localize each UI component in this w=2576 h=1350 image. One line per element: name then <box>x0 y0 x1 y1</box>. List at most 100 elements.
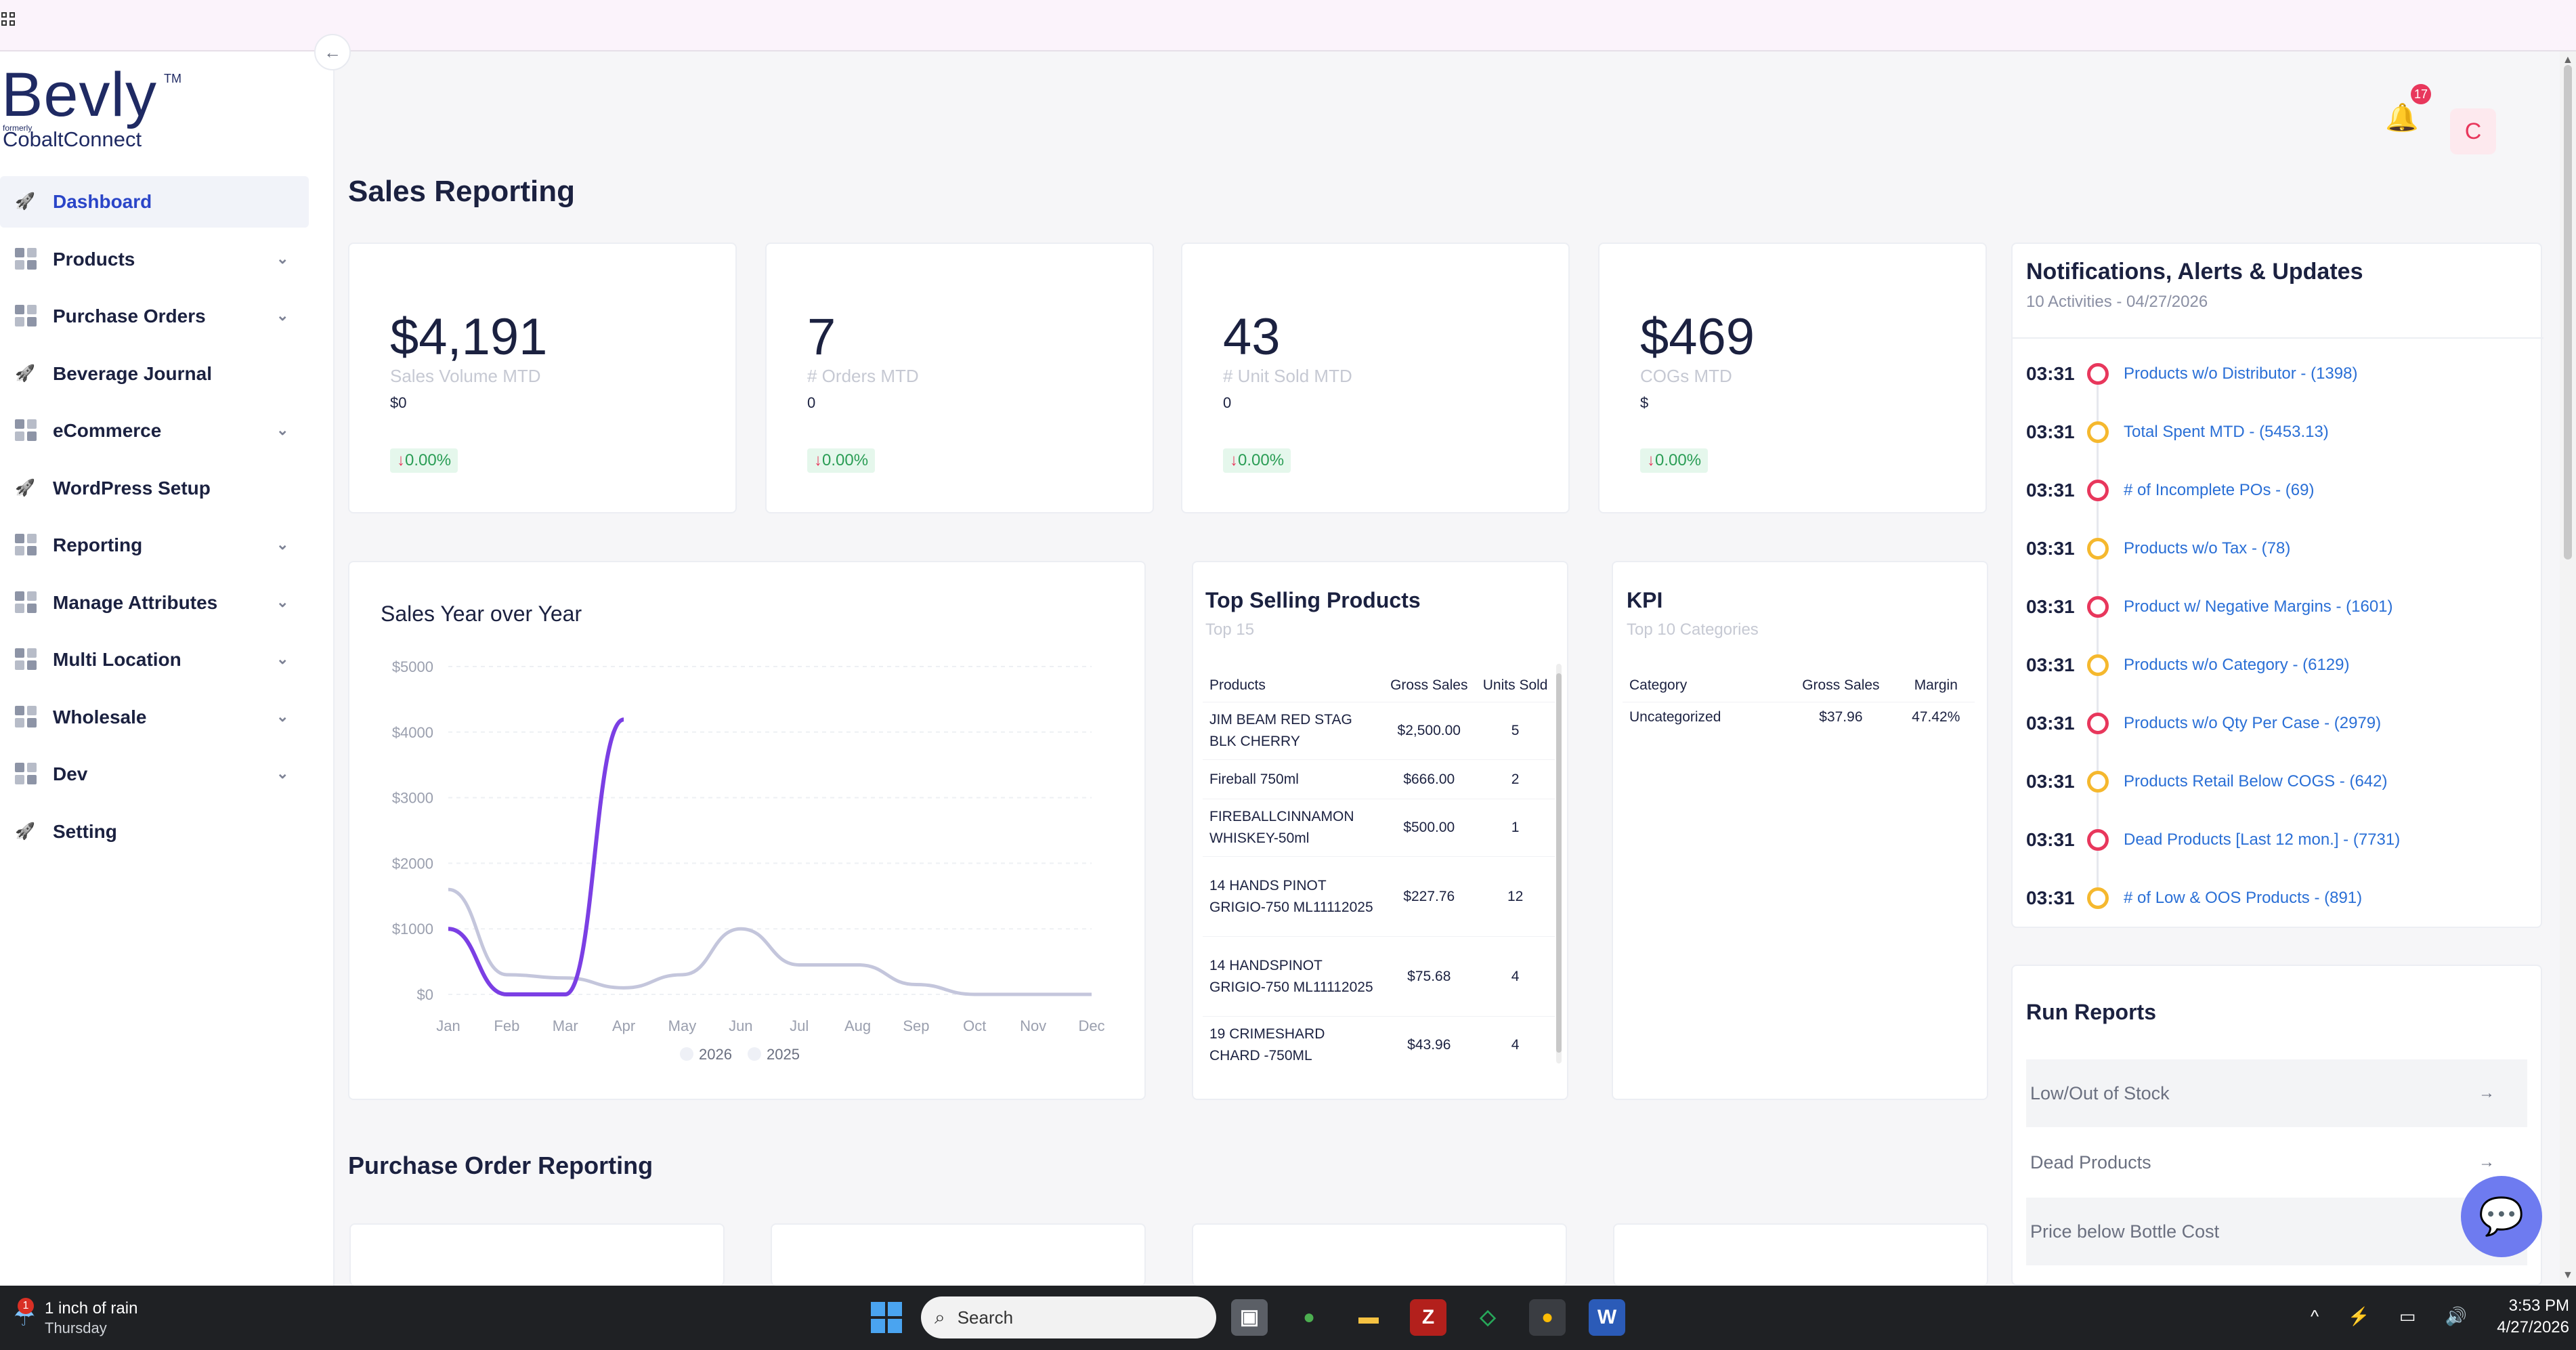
chevron-down-icon: ⌄ <box>276 707 289 725</box>
sidebar-item-purchase-orders[interactable]: Purchase Orders ⌄ <box>0 291 335 342</box>
filezilla-icon[interactable]: Z <box>1410 1299 1446 1336</box>
notification-time: 03:31 <box>2026 480 2075 501</box>
weather-badge: 1 <box>18 1298 34 1314</box>
x-tick-label: Jul <box>790 1017 809 1034</box>
product-gross: $2,500.00 <box>1382 702 1476 760</box>
sidebar-item-manage-attributes[interactable]: Manage Attributes ⌄ <box>0 577 335 629</box>
sidebar-item-setting[interactable]: 🚀 Setting <box>0 806 335 858</box>
notification-link[interactable]: Dead Products [Last 12 mon.] - (7731) <box>2124 830 2401 849</box>
sidebar-item-multi-location[interactable]: Multi Location ⌄ <box>0 634 335 685</box>
notification-item[interactable]: 03:31 Total Spent MTD - (5453.13) <box>2026 412 2329 452</box>
sidebar-item-dashboard[interactable]: 🚀 Dashboard <box>0 176 309 228</box>
notifications-bell-icon[interactable]: 🔔 <box>2385 103 2419 133</box>
legend-label[interactable]: 2025 <box>767 1046 800 1063</box>
chevron-down-icon: ⌄ <box>276 765 289 782</box>
stat-card: 43 # Unit Sold MTD 0 ↓0.00% <box>1181 242 1570 513</box>
chrome-beta-icon[interactable]: ● <box>1302 1306 1316 1328</box>
task-view-icon[interactable]: ▣ <box>1231 1299 1268 1336</box>
arrow-right-icon[interactable]: → <box>2478 1084 2495 1102</box>
notification-link[interactable]: Products w/o Distributor - (1398) <box>2124 364 2358 383</box>
system-tray[interactable]: ^ ⚡ ▭ 🔊 <box>2311 1306 2480 1326</box>
sync-app-icon[interactable]: ◇ <box>1480 1306 1496 1328</box>
chevron-down-icon: ⌄ <box>276 650 289 667</box>
notification-item[interactable]: 03:31 Dead Products [Last 12 mon.] - (77… <box>2026 820 2400 860</box>
weather-text: 1 inch of rain <box>45 1299 138 1317</box>
notification-link[interactable]: Product w/ Negative Margins - (1601) <box>2124 597 2393 616</box>
sidebar-item-ecommerce[interactable]: eCommerce ⌄ <box>0 405 335 457</box>
x-tick-label: Mar <box>553 1017 578 1034</box>
notification-link[interactable]: Products w/o Category - (6129) <box>2124 656 2350 674</box>
rocket-icon: 🚀 <box>15 364 35 383</box>
report-link[interactable]: Low/Out of Stock → <box>2026 1059 2527 1127</box>
table-row[interactable]: Uncategorized $37.96 47.42% <box>1623 702 1975 732</box>
sidebar-item-beverage-journal[interactable]: 🚀 Beverage Journal <box>0 348 335 400</box>
report-link[interactable]: Dead Products → <box>2026 1128 2527 1196</box>
notification-item[interactable]: 03:31 Products w/o Distributor - (1398) <box>2026 354 2357 394</box>
table-row[interactable]: Fireball 750ml $666.00 2 <box>1203 759 1555 799</box>
sidebar-item-label: Purchase Orders <box>53 305 206 326</box>
table-row[interactable]: FIREBALLCINNAMON WHISKEY-50ml $500.00 1 <box>1203 799 1555 857</box>
sidebar-item-reporting[interactable]: Reporting ⌄ <box>0 520 335 571</box>
status-dot-icon <box>2087 654 2109 676</box>
sidebar-item-products[interactable]: Products ⌄ <box>0 234 335 285</box>
scroll-up-icon[interactable]: ▲ <box>2562 54 2573 66</box>
arrow-right-icon[interactable]: → <box>2478 1153 2495 1171</box>
status-dot-icon <box>2087 538 2109 560</box>
col-units-sold: Units Sold <box>1482 677 1548 693</box>
x-tick-label: Apr <box>612 1017 635 1034</box>
grid-icon <box>15 534 38 557</box>
top-selling-card: Top Selling Products Top 15 Products Gro… <box>1192 561 1568 1100</box>
notification-item[interactable]: 03:31 Products w/o Category - (6129) <box>2026 645 2349 685</box>
notification-time: 03:31 <box>2026 538 2075 559</box>
notification-link[interactable]: # of Incomplete POs - (69) <box>2124 481 2315 499</box>
file-explorer-icon[interactable]: ▬ <box>1358 1306 1379 1328</box>
table-row[interactable]: 19 CRIMESHARD CHARD -750ML $43.96 4 <box>1203 1016 1555 1074</box>
notification-item[interactable]: 03:31 Products w/o Tax - (78) <box>2026 528 2290 569</box>
notification-item[interactable]: 03:31 Products w/o Qty Per Case - (2979) <box>2026 703 2381 744</box>
scroll-down-icon[interactable]: ▼ <box>2562 1269 2573 1281</box>
table-row[interactable]: JIM BEAM RED STAG BLK CHERRY $2,500.00 5 <box>1203 702 1555 760</box>
notification-item[interactable]: 03:31 Products Retail Below COGS - (642) <box>2026 761 2387 802</box>
status-dot-icon <box>2087 363 2109 385</box>
notification-link[interactable]: Total Spent MTD - (5453.13) <box>2124 423 2329 441</box>
taskbar-clock[interactable]: 3:53 PM 4/27/2026 <box>2481 1295 2569 1338</box>
chat-help-icon[interactable]: 💬 <box>2461 1176 2542 1257</box>
windows-start-icon[interactable] <box>871 1302 902 1333</box>
arrow-down-icon: ↓ <box>397 451 405 469</box>
notification-item[interactable]: 03:31 # of Incomplete POs - (69) <box>2026 470 2314 511</box>
notification-link[interactable]: Products w/o Qty Per Case - (2979) <box>2124 714 2382 732</box>
top-selling-scrollbar[interactable] <box>1556 664 1562 1063</box>
product-name: 19 CRIMESHARD CHARD -750ML <box>1203 1016 1383 1074</box>
notification-link[interactable]: Products Retail Below COGS - (642) <box>2124 772 2388 790</box>
chrome-icon[interactable]: ● <box>1529 1299 1566 1336</box>
stat-label: # Orders MTD <box>807 366 919 386</box>
apps-grid-icon[interactable] <box>1 12 15 26</box>
table-row[interactable]: 14 HANDS PINOT GRIGIO-750 ML11112025 $22… <box>1203 856 1555 937</box>
grid-icon <box>15 705 38 729</box>
scroll-thumb[interactable] <box>2564 65 2572 560</box>
bevly-logo[interactable]: Bevly TM formerly CobaltConnect <box>1 61 181 151</box>
x-tick-label: Jun <box>729 1017 752 1034</box>
user-avatar[interactable]: C <box>2450 108 2496 154</box>
sidebar-item-wordpress-setup[interactable]: 🚀 WordPress Setup <box>0 463 335 514</box>
table-row[interactable]: 14 HANDSPINOT GRIGIO-750 ML11112025 $75.… <box>1203 936 1555 1017</box>
stat-change-value: 0.00% <box>405 451 452 469</box>
run-reports-card: Run Reports Low/Out of Stock → Dead Produ… <box>2011 965 2542 1286</box>
legend-label[interactable]: 2026 <box>699 1046 732 1063</box>
sidebar-item-wholesale[interactable]: Wholesale ⌄ <box>0 692 335 743</box>
sidebar-item-dev[interactable]: Dev ⌄ <box>0 748 335 800</box>
notification-link[interactable]: # of Low & OOS Products - (891) <box>2124 889 2363 907</box>
notification-link[interactable]: Products w/o Tax - (78) <box>2124 539 2291 557</box>
y-tick-label: $4000 <box>392 724 433 741</box>
collapse-sidebar-icon[interactable]: ← <box>314 34 351 70</box>
word-icon[interactable]: W <box>1589 1299 1625 1336</box>
series-line-2025 <box>448 887 1092 996</box>
report-link[interactable]: Price below Bottle Cost → <box>2026 1198 2527 1265</box>
run-reports-title: Run Reports <box>2026 1000 2156 1024</box>
notification-item[interactable]: 03:31 Product w/ Negative Margins - (160… <box>2026 587 2393 627</box>
taskbar-search[interactable]: ⌕ Search <box>921 1296 1216 1338</box>
notification-item[interactable]: 03:31 # of Low & OOS Products - (891) <box>2026 878 2362 919</box>
page-scrollbar[interactable]: ▲ ▼ <box>2560 51 2576 1286</box>
x-tick-label: Sep <box>903 1017 929 1034</box>
product-name: Fireball 750ml <box>1203 759 1383 799</box>
